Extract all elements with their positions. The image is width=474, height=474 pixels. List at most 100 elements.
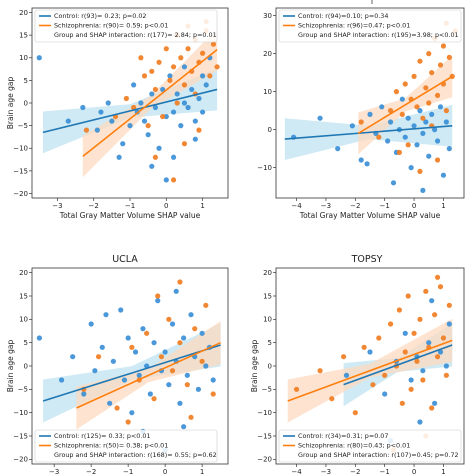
data-point-control — [120, 141, 126, 147]
data-point-control — [178, 123, 184, 129]
x-tick-label: −1 — [123, 468, 133, 474]
data-point-control — [136, 372, 142, 378]
data-point-schizophrenia — [123, 95, 129, 102]
data-point-schizophrenia — [417, 168, 423, 174]
data-point-schizophrenia — [417, 58, 423, 64]
y-tick-label: −5 — [18, 386, 28, 394]
data-point-schizophrenia — [131, 104, 137, 111]
legend: Control: r(93)= 0.23; p=0.02 Schizophreni… — [34, 9, 218, 43]
data-point-control — [181, 64, 188, 70]
data-point-control — [125, 335, 131, 341]
data-point-schizophrenia — [387, 108, 394, 114]
x-tick-label: −2 — [86, 468, 96, 474]
data-point-schizophrenia — [408, 386, 414, 392]
data-point-schizophrenia — [149, 68, 155, 74]
y-tick-label: 0 — [24, 99, 28, 107]
data-point-schizophrenia — [199, 50, 206, 56]
data-point-control — [184, 372, 190, 378]
panel-title-topsy: TOPSY — [351, 254, 383, 265]
data-point-control — [118, 307, 124, 313]
data-point-schizophrenia — [352, 410, 358, 416]
legend-label-schizophrenia: Schizophrenia: r(80)=0.43; p<0.01 — [298, 442, 410, 450]
data-point-control — [196, 95, 202, 102]
data-point-schizophrenia — [411, 73, 417, 79]
data-point-schizophrenia — [210, 391, 216, 397]
data-point-schizophrenia — [340, 354, 347, 360]
data-point-control — [432, 400, 438, 406]
data-point-schizophrenia — [376, 134, 382, 140]
data-point-schizophrenia — [185, 46, 191, 52]
data-point-control — [417, 419, 423, 425]
x-tick-label: 1 — [200, 468, 204, 474]
data-point-schizophrenia — [170, 177, 177, 183]
x-axis-label: Total Gray Matter Volume SHAP value — [59, 211, 201, 220]
x-tick-label: −4 — [291, 202, 302, 210]
y-tick-label: 20 — [263, 50, 272, 58]
data-point-schizophrenia — [196, 127, 202, 133]
legend-label-interaction: Group and SHAP interaction: r(107)=0.45;… — [298, 451, 459, 459]
data-point-control — [443, 363, 449, 369]
y-tick-label: 5 — [24, 339, 28, 347]
data-point-schizophrenia — [434, 92, 441, 98]
regression-line-schizophrenia — [287, 339, 453, 402]
data-point-schizophrenia — [358, 119, 364, 125]
y-tick-label: −10 — [13, 145, 28, 153]
data-point-control — [423, 119, 429, 125]
data-point-schizophrenia — [169, 368, 176, 374]
data-point-control — [99, 344, 105, 350]
data-point-control — [131, 82, 137, 88]
data-point-schizophrenia — [181, 82, 188, 88]
legend-box — [278, 429, 462, 463]
data-point-control — [379, 104, 385, 110]
data-point-schizophrenia — [443, 372, 449, 378]
data-point-control — [94, 127, 100, 133]
data-point-schizophrenia — [446, 54, 452, 61]
data-point-schizophrenia — [203, 302, 209, 308]
data-point-control — [141, 118, 148, 124]
data-point-control — [417, 108, 423, 114]
data-point-schizophrenia — [114, 405, 120, 411]
data-point-schizophrenia — [423, 85, 429, 91]
x-tick-label: −3 — [321, 468, 331, 474]
data-point-schizophrenia — [83, 127, 90, 133]
legend: Control: r(125)= 0.33; p<0.01 Schizophren… — [34, 429, 218, 463]
data-point-schizophrenia — [402, 349, 408, 355]
data-point-control — [152, 104, 159, 111]
data-point-control — [446, 146, 452, 152]
data-point-schizophrenia — [293, 386, 300, 392]
data-point-control — [192, 136, 198, 142]
data-point-schizophrenia — [437, 62, 444, 68]
data-point-control — [88, 321, 94, 327]
legend-label-control: Control: r(94)=0.10; p=0.34 — [298, 12, 388, 20]
data-point-schizophrenia — [192, 326, 198, 332]
figure-title-fragment: T — [369, 0, 375, 6]
data-point-control — [349, 123, 355, 129]
legend-label-control: Control: r(125)= 0.33; p<0.01 — [54, 432, 151, 440]
x-tick-label: −2 — [350, 468, 360, 474]
data-point-schizophrenia — [214, 64, 220, 70]
data-point-schizophrenia — [387, 321, 394, 327]
data-point-control — [170, 154, 177, 160]
data-point-control — [437, 349, 444, 355]
data-point-schizophrenia — [160, 113, 166, 120]
data-point-control — [426, 340, 432, 346]
legend-label-interaction: Group and SHAP interaction: r(195)=3.98;… — [298, 31, 459, 39]
data-point-schizophrenia — [399, 400, 405, 406]
data-point-control — [129, 410, 135, 416]
data-point-schizophrenia — [423, 288, 429, 294]
y-tick-label: 0 — [268, 126, 272, 134]
y-tick-label: −5 — [18, 122, 28, 130]
data-point-schizophrenia — [329, 396, 335, 402]
plot-frame — [275, 7, 465, 199]
data-point-schizophrenia — [382, 372, 388, 378]
legend-label-interaction: Group and SHAP interaction: r(177)= 2.84… — [54, 31, 217, 39]
data-point-control — [405, 115, 411, 121]
legend-box — [278, 9, 462, 43]
data-point-schizophrenia — [152, 86, 159, 93]
data-point-control — [36, 335, 42, 341]
y-tick-label: 20 — [19, 269, 28, 277]
data-point-control — [210, 377, 216, 383]
